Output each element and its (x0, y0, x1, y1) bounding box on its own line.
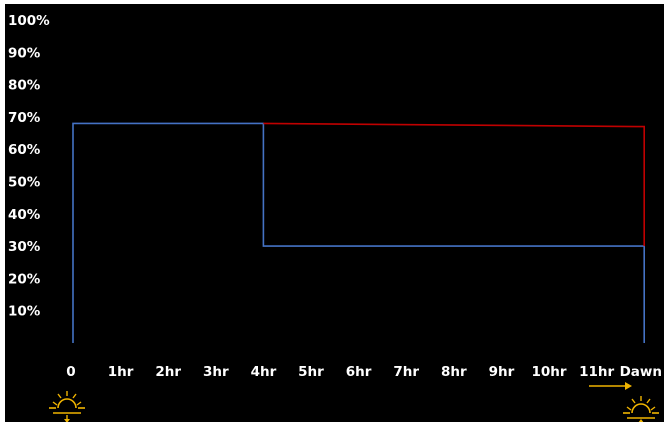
y-axis-tick-labels: 100% 90% 80% 70% 60% 50% 40% 30% 20% 10% (8, 13, 50, 320)
x-axis-tick-labels: 0 1hr 2hr 3hr 4hr 5hr 6hr 7hr 8hr 9hr 10hr 11hr Dawn (66, 364, 662, 380)
x-tick-label: 3hr (203, 364, 229, 380)
sunrise-arrow-icon (589, 382, 632, 390)
x-tick-label: 2hr (155, 364, 181, 380)
y-tick-label: 10% (8, 304, 41, 320)
x-tick-label: 8hr (441, 364, 467, 380)
x-tick-label: 5hr (298, 364, 324, 380)
x-tick-label: 9hr (489, 364, 515, 380)
y-tick-label: 100% (8, 13, 50, 29)
y-tick-label: 40% (8, 207, 41, 223)
y-tick-label: 20% (8, 271, 41, 287)
sunrise-icon (623, 396, 659, 422)
y-tick-label: 80% (8, 78, 41, 94)
x-tick-label: 7hr (393, 364, 419, 380)
x-tick-label: 1hr (108, 364, 134, 380)
line-chart: 100% 90% 80% 70% 60% 50% 40% 30% 20% 10% 0 1hr 2hr 3… (8, 13, 662, 422)
x-tick-label: Dawn (620, 364, 662, 380)
y-tick-label: 70% (8, 110, 41, 126)
y-tick-label: 30% (8, 239, 41, 255)
x-tick-label: 6hr (346, 364, 372, 380)
x-tick-label: 0 (66, 364, 75, 380)
series-line-2 (263, 122, 646, 247)
x-tick-label: 11hr (579, 364, 614, 380)
y-tick-label: 60% (8, 142, 41, 158)
series-layer (72, 122, 646, 343)
series-line-1 (72, 122, 646, 343)
sunset-icon (49, 391, 85, 422)
x-tick-label: 4hr (251, 364, 277, 380)
x-tick-label: 10hr (531, 364, 566, 380)
icon-layer (49, 382, 659, 422)
y-tick-label: 90% (8, 45, 41, 61)
chart-panel: 100% 90% 80% 70% 60% 50% 40% 30% 20% 10% 0 1hr 2hr 3… (5, 4, 664, 422)
y-tick-label: 50% (8, 175, 41, 191)
